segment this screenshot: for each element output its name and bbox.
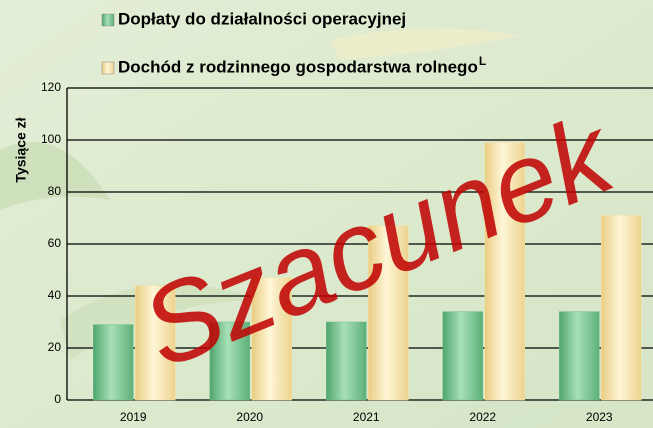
brush-stroke [60,284,260,360]
y-tick-label: 120 [41,80,61,94]
bar [209,321,250,401]
x-tick-label: 2023 [586,410,613,424]
brush-stroke [330,28,520,60]
bar [368,225,409,401]
bar [326,321,367,401]
y-tick-label: 0 [54,392,61,406]
legend-label: Dopłaty do działalności operacyjnej [118,9,406,28]
legend: Dopłaty do działalności operacyjnej Dochó… [101,9,486,76]
bar [442,311,483,401]
brush-stroke [0,141,110,210]
y-tick-label: 80 [48,184,62,198]
bar [93,324,134,401]
y-tick-label: 20 [48,340,62,354]
y-tick-label: 40 [48,288,62,302]
bar [559,311,600,401]
x-tick-label: 2020 [236,410,263,424]
legend-swatch [101,61,115,75]
bar [601,215,642,401]
bar [135,285,176,401]
footnote-marker: L [479,54,486,68]
x-tick-label: 2021 [353,410,380,424]
x-tick-label: 2022 [469,410,496,424]
x-tick-label: 2019 [120,410,147,424]
y-tick-label: 60 [48,236,62,250]
y-tick-label: 100 [41,132,61,146]
plot-area: 0 20 40 60 80 100 120 2019 2020 2021 2022 2023 [41,80,653,424]
y-axis-label: Tysiące zł [13,117,29,182]
legend-swatch [101,13,115,27]
bar [251,277,292,401]
legend-label: Dochód z rodzinnego gospodarstwa rolnego [118,57,478,76]
bar [484,142,525,401]
